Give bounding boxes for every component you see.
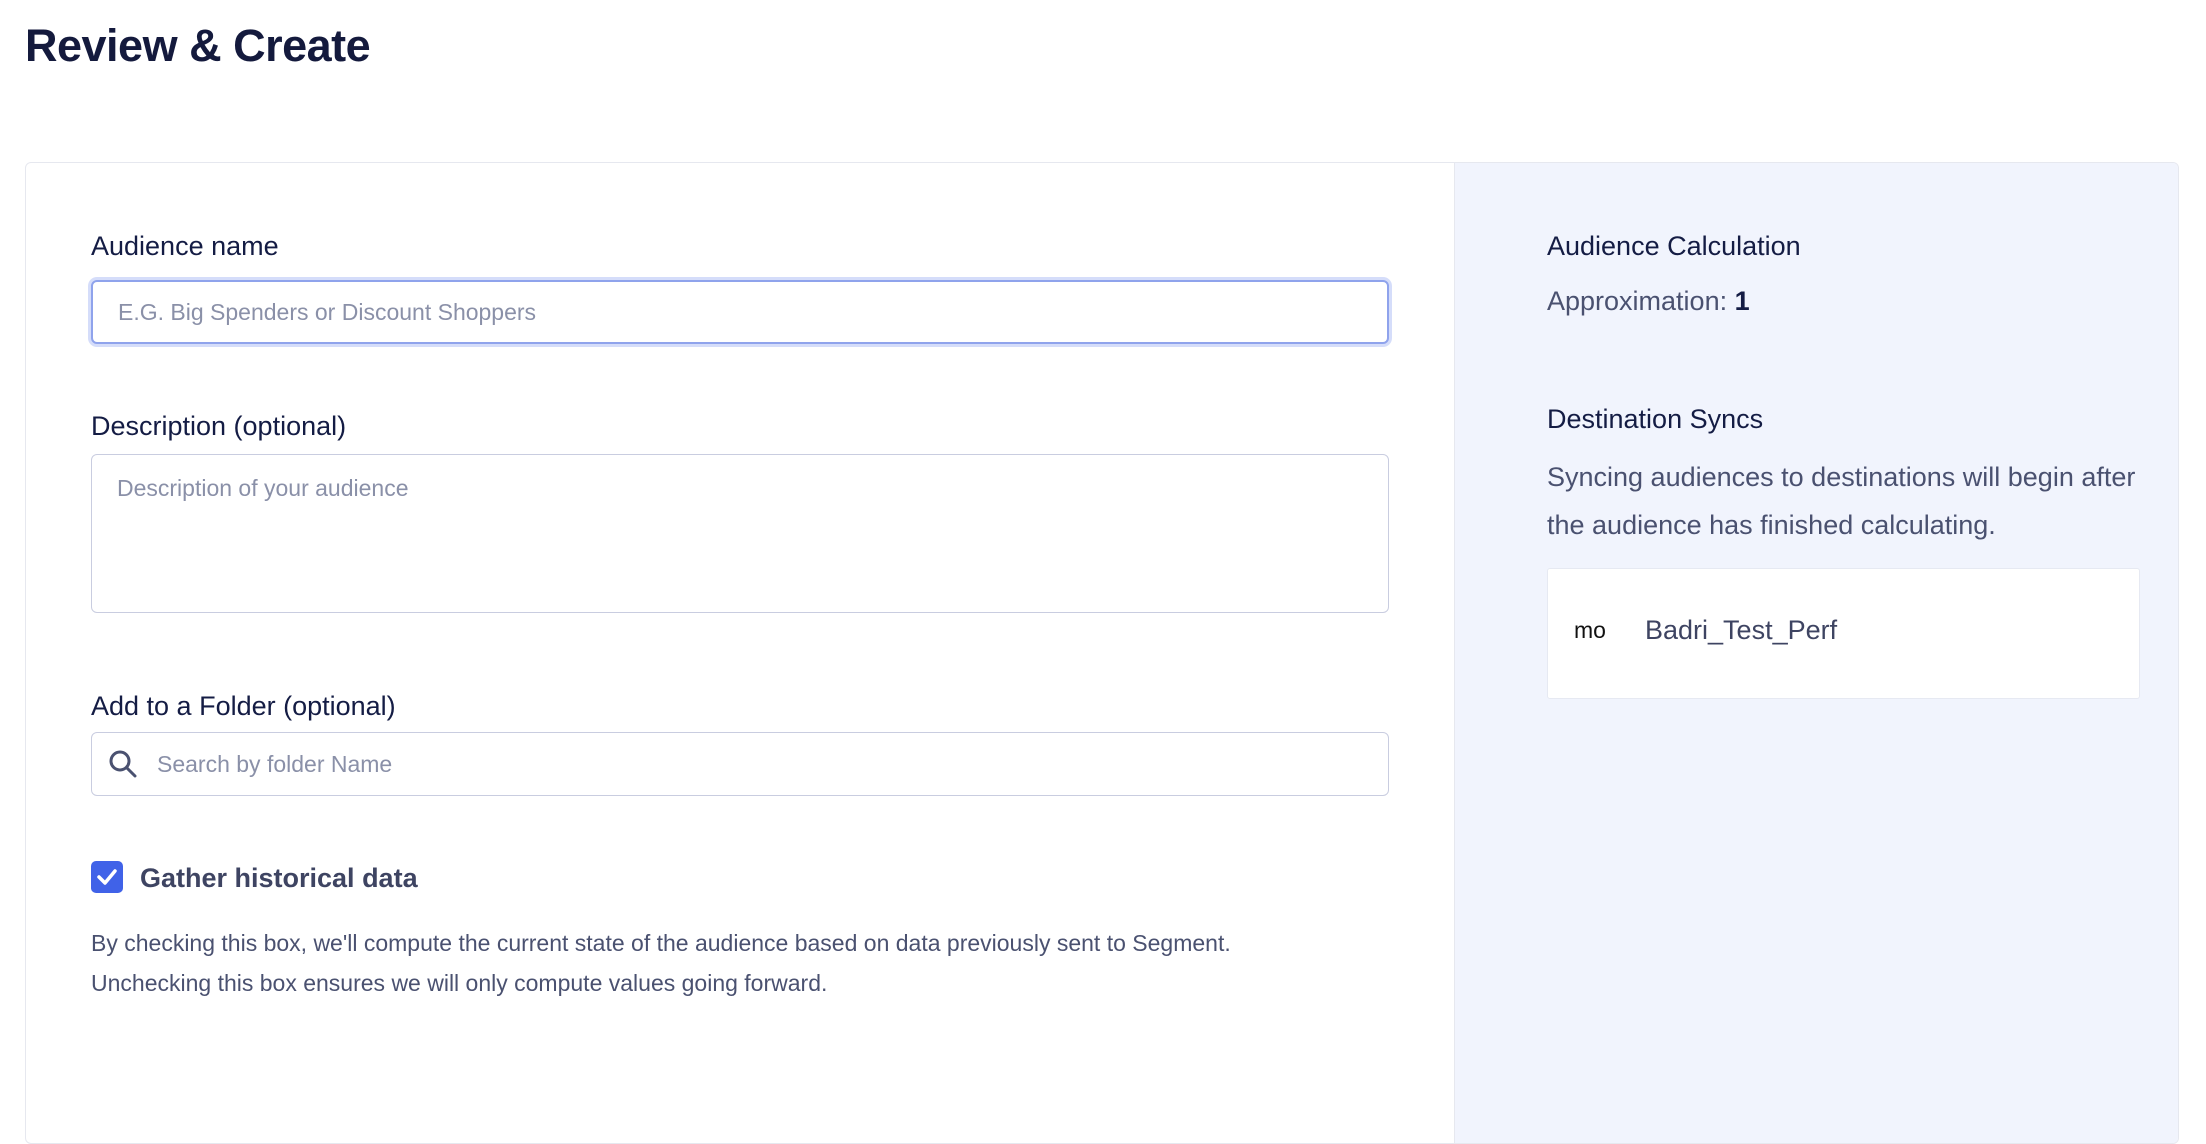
audience-name-placeholder: E.G. Big Spenders or Discount Shoppers [118,299,537,325]
audience-calculation-heading: Audience Calculation [1547,231,1801,261]
historical-data-checkbox[interactable] [91,861,123,893]
approximation-text: Approximation: 1 [1547,277,2147,325]
help-line-1: By checking this box, we'll compute the … [91,930,1231,956]
folder-search-input[interactable]: Search by folder Name [91,732,1389,796]
review-card: Audience name E.G. Big Spenders or Disco… [25,162,2179,1144]
summary-panel: Audience Calculation Approximation: 1 De… [1454,163,2178,1143]
approximation-label: Approximation: [1547,286,1728,316]
description-label: Description (optional) [91,411,347,441]
description-placeholder: Description of your audience [117,475,409,501]
destination-name: Badri_Test_Perf [1645,615,1838,645]
destination-logo: mo [1574,617,1606,643]
destination-item: mo Badri_Test_Perf [1547,568,2140,699]
audience-name-input[interactable]: E.G. Big Spenders or Discount Shoppers [91,280,1389,344]
folder-search-placeholder: Search by folder Name [157,751,393,777]
page-title: Review & Create [25,20,371,71]
checkmark-icon [97,869,117,885]
approximation-value: 1 [1734,286,1750,316]
help-line-2: Unchecking this box ensures we will only… [91,970,828,996]
destination-syncs-text: Syncing audiences to destinations will b… [1547,462,2136,540]
folder-label: Add to a Folder (optional) [91,691,396,721]
description-textarea[interactable]: Description of your audience [91,454,1389,613]
audience-name-label: Audience name [91,231,279,261]
destination-syncs-heading: Destination Syncs [1547,404,1764,434]
historical-data-help: By checking this box, we'll compute the … [91,923,1411,1003]
historical-data-label: Gather historical data [140,863,418,893]
search-icon [109,750,137,778]
